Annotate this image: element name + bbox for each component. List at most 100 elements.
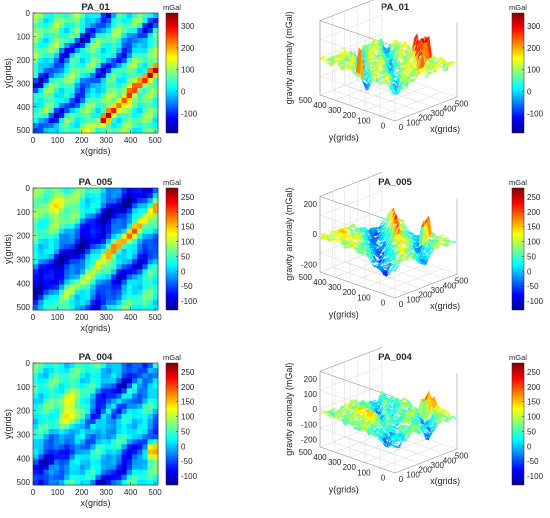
- heatmap-cell: [116, 449, 122, 454]
- heatmap-cell: [54, 424, 60, 429]
- heatmap-cell: [132, 373, 138, 378]
- heatmap-cell: [85, 108, 91, 113]
- heatmap-cell: [80, 193, 86, 198]
- heatmap-cell: [106, 444, 112, 449]
- heatmap-cell: [122, 409, 128, 414]
- heatmap-cell: [49, 465, 55, 470]
- heatmap-cell: [85, 113, 91, 118]
- heatmap-cell: [43, 444, 49, 449]
- heatmap-cell: [137, 264, 143, 269]
- heatmap-cell: [96, 78, 102, 83]
- heatmap-cell: [90, 208, 96, 213]
- heatmap-cell: [106, 68, 112, 73]
- heatmap-cell: [43, 373, 49, 378]
- heatmap-cell: [111, 48, 117, 53]
- heatmap-cell: [122, 123, 128, 128]
- heatmap-cell: [116, 224, 122, 229]
- heatmap-cell: [116, 28, 122, 33]
- heatmap-cell: [106, 383, 112, 388]
- heatmap-cell: [142, 13, 148, 18]
- colorbar-unit: mGal: [509, 353, 527, 362]
- heatmap-cell: [148, 128, 154, 133]
- heatmap-cell: [142, 193, 148, 198]
- heatmap-cell: [64, 123, 70, 128]
- heatmap-cell: [132, 383, 138, 388]
- heatmap-cell: [43, 439, 49, 444]
- heatmap-cell: [90, 38, 96, 43]
- heatmap-cell: [122, 434, 128, 439]
- heatmap-cell: [85, 123, 91, 128]
- heatmap-cell: [59, 373, 65, 378]
- surface-colorbar: mGal250200150100500-50-100: [509, 353, 544, 485]
- heatmap-cell: [148, 460, 154, 465]
- colorbar-unit: mGal: [509, 178, 527, 187]
- heatmap-cell: [38, 404, 44, 409]
- heatmap-cell: [148, 439, 154, 444]
- heatmap-cell: [101, 98, 107, 103]
- heatmap-cell: [96, 188, 102, 193]
- heatmap-cell: [43, 48, 49, 53]
- heatmap-cell: [101, 414, 107, 419]
- heatmap-cell: [116, 439, 122, 444]
- heatmap-cell: [116, 414, 122, 419]
- heatmap-cell: [33, 123, 39, 128]
- heatmap-cell: [75, 229, 81, 234]
- heatmap-cell: [43, 203, 49, 208]
- heatmap-cell: [90, 460, 96, 465]
- heatmap-cell: [96, 208, 102, 213]
- z-tick-label: -200: [301, 435, 318, 444]
- heatmap-cell: [106, 208, 112, 213]
- heatmap-cell: [132, 193, 138, 198]
- heatmap-cell: [122, 224, 128, 229]
- heatmap-cell: [64, 414, 70, 419]
- heatmap-cell: [106, 399, 112, 404]
- heatmap-cell: [54, 399, 60, 404]
- z-tick-label: 200: [304, 375, 318, 384]
- heatmap-cell: [75, 68, 81, 73]
- heatmap-cell: [85, 449, 91, 454]
- heatmap-cell: [142, 18, 148, 23]
- heatmap-cell: [101, 290, 107, 295]
- heatmap-cell: [33, 83, 39, 88]
- heatmap-cell: [132, 394, 138, 399]
- heatmap-cell: [137, 203, 143, 208]
- heatmap-cell: [153, 108, 159, 113]
- heatmap-cell: [137, 123, 143, 128]
- heatmap-cell: [96, 419, 102, 424]
- heatmap-cell: [127, 455, 133, 460]
- heatmap-cell: [69, 373, 75, 378]
- heatmap-cell: [101, 305, 107, 310]
- heatmap-cell: [64, 455, 70, 460]
- heatmap-cell: [137, 373, 143, 378]
- heatmap-cell: [127, 188, 133, 193]
- heatmap-cell: [43, 254, 49, 259]
- heatmap-cell: [38, 93, 44, 98]
- heatmap-cell: [153, 429, 159, 434]
- heatmap-cell: [38, 465, 44, 470]
- heatmap-cell: [85, 103, 91, 108]
- heatmap-cell: [49, 108, 55, 113]
- heatmap-cell: [122, 300, 128, 305]
- heatmap-cell: [122, 259, 128, 264]
- heatmap-cell: [142, 249, 148, 254]
- heatmap-cell: [90, 274, 96, 279]
- heatmap-cell: [54, 480, 60, 485]
- heatmap-cell: [127, 108, 133, 113]
- colorbar-tick-label: 100: [181, 238, 195, 247]
- heatmap-cell: [49, 244, 55, 249]
- heatmap-cell: [85, 460, 91, 465]
- heatmap-cell: [122, 108, 128, 113]
- heatmap-cell: [132, 455, 138, 460]
- heatmap-cell: [137, 383, 143, 388]
- heatmap-cell: [54, 300, 60, 305]
- heatmap-cell: [101, 475, 107, 480]
- colorbar-tick-label: -50: [181, 282, 193, 291]
- y-axis-label: y(grids): [3, 58, 13, 88]
- heatmap-cell: [54, 213, 60, 218]
- heatmap-cell: [69, 394, 75, 399]
- heatmap-cell: [142, 203, 148, 208]
- heatmap-cell: [96, 203, 102, 208]
- heatmap-cell: [38, 424, 44, 429]
- heatmap-cell: [96, 123, 102, 128]
- heatmap-cell: [54, 63, 60, 68]
